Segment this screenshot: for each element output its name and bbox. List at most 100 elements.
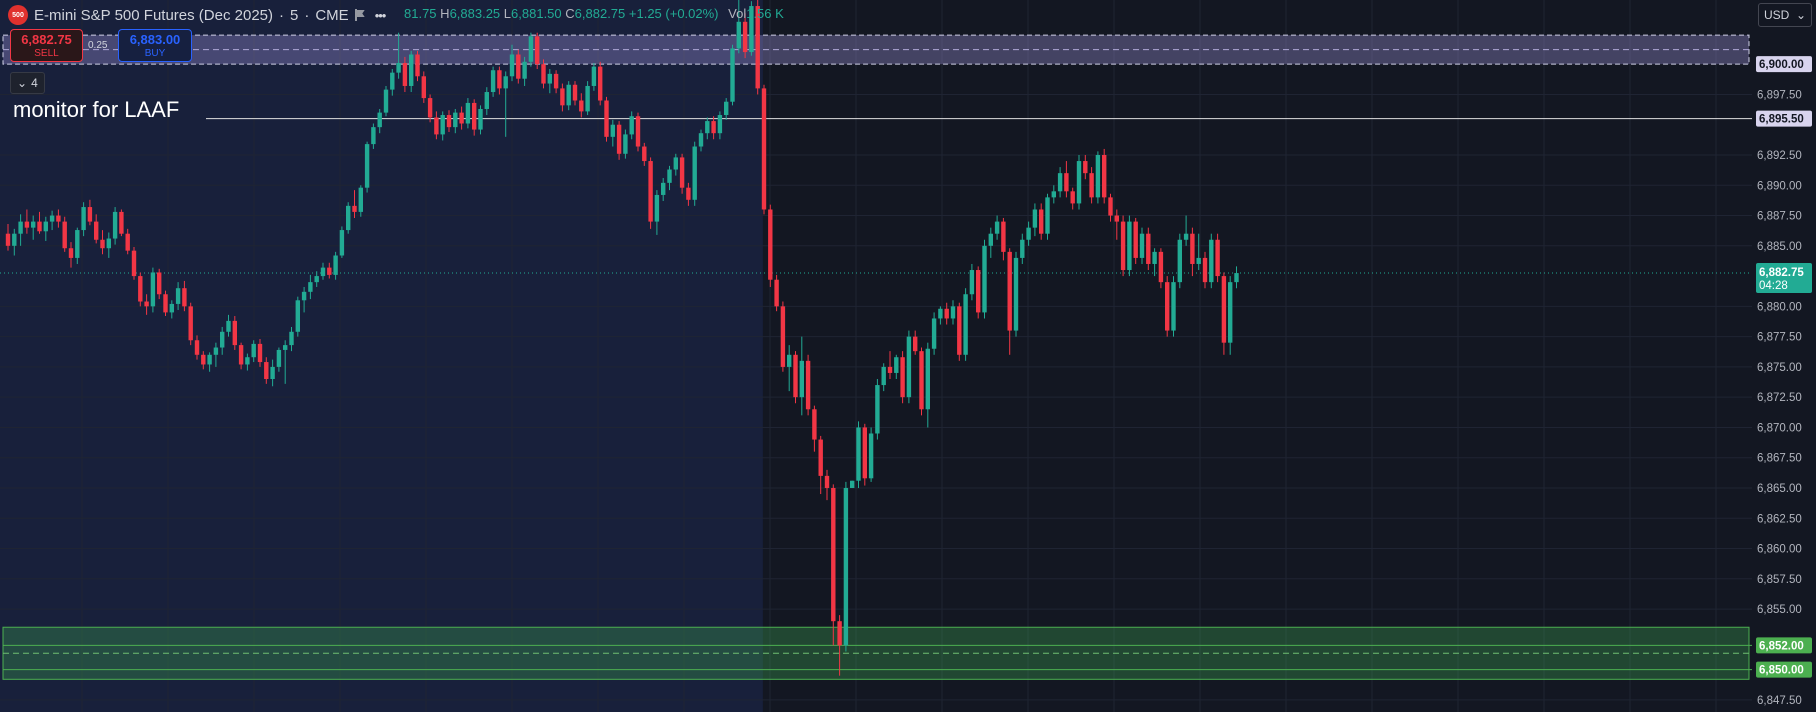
candle[interactable]	[623, 134, 628, 154]
candle[interactable]	[1083, 161, 1088, 174]
candle[interactable]	[56, 215, 61, 222]
candle[interactable]	[711, 121, 716, 134]
candle[interactable]	[283, 345, 288, 350]
candle[interactable]	[339, 230, 345, 256]
candle[interactable]	[1146, 233, 1151, 264]
candle[interactable]	[49, 215, 55, 222]
candle[interactable]	[1013, 257, 1019, 331]
candle[interactable]	[1171, 282, 1176, 331]
candle[interactable]	[755, 6, 760, 89]
candle[interactable]	[831, 487, 836, 622]
candle[interactable]	[289, 331, 294, 346]
candle[interactable]	[900, 357, 905, 398]
candle[interactable]	[62, 221, 67, 249]
candle[interactable]	[1057, 173, 1063, 192]
currency-selector[interactable]: USD ⌄	[1758, 3, 1812, 27]
symbol-title[interactable]: E-mini S&P 500 Futures (Dec 2025)	[34, 6, 273, 24]
candle[interactable]	[629, 116, 634, 135]
candle[interactable]	[409, 54, 414, 86]
candle[interactable]	[264, 362, 269, 380]
candle[interactable]	[793, 354, 798, 398]
candle[interactable]	[43, 221, 48, 232]
candle[interactable]	[31, 221, 36, 228]
candle[interactable]	[698, 133, 704, 147]
candle[interactable]	[427, 98, 433, 118]
candle[interactable]	[251, 343, 256, 358]
candle[interactable]	[610, 124, 615, 137]
candle[interactable]	[1032, 209, 1038, 228]
candle[interactable]	[1221, 276, 1227, 343]
candle[interactable]	[724, 101, 729, 116]
candle[interactable]	[761, 88, 767, 210]
candle[interactable]	[673, 157, 678, 170]
candle[interactable]	[226, 320, 231, 332]
candle[interactable]	[75, 230, 80, 258]
candle[interactable]	[150, 272, 156, 307]
candle[interactable]	[112, 211, 118, 239]
candle[interactable]	[308, 282, 313, 292]
candle[interactable]	[346, 205, 351, 231]
candle[interactable]	[1183, 233, 1189, 240]
candle[interactable]	[648, 161, 653, 222]
candle[interactable]	[1120, 221, 1126, 271]
buy-button[interactable]: 6,883.00 BUY	[118, 29, 192, 62]
candle[interactable]	[541, 64, 546, 84]
candle[interactable]	[604, 100, 609, 137]
candle[interactable]	[1133, 221, 1138, 258]
candle[interactable]	[163, 294, 168, 313]
candle[interactable]	[131, 250, 137, 277]
candle[interactable]	[1152, 251, 1157, 264]
candle[interactable]	[1234, 273, 1239, 283]
candle[interactable]	[1026, 227, 1031, 240]
candle[interactable]	[207, 354, 212, 365]
candle[interactable]	[686, 187, 691, 200]
candle[interactable]	[994, 221, 1000, 234]
candle[interactable]	[1020, 239, 1025, 258]
candle[interactable]	[957, 306, 962, 355]
candle[interactable]	[100, 239, 105, 249]
candle[interactable]	[314, 276, 319, 283]
candle[interactable]	[950, 306, 956, 319]
candle[interactable]	[220, 331, 225, 348]
candle[interactable]	[1007, 251, 1012, 331]
candle[interactable]	[579, 100, 584, 112]
candle[interactable]	[295, 300, 300, 332]
candle[interactable]	[119, 211, 124, 234]
candle[interactable]	[749, 6, 754, 53]
candle[interactable]	[730, 48, 735, 102]
candle[interactable]	[1108, 197, 1113, 216]
candle[interactable]	[1095, 154, 1101, 198]
candle[interactable]	[201, 354, 206, 365]
candle[interactable]	[963, 294, 968, 355]
candle[interactable]	[988, 233, 993, 246]
candle[interactable]	[787, 354, 792, 367]
candle[interactable]	[472, 102, 477, 130]
candle[interactable]	[194, 340, 200, 355]
candle[interactable]	[245, 357, 250, 365]
candle[interactable]	[333, 255, 338, 275]
candle[interactable]	[453, 112, 458, 128]
candle[interactable]	[1045, 197, 1050, 234]
interval-label[interactable]: 5	[290, 6, 299, 24]
candle[interactable]	[503, 76, 508, 89]
candle[interactable]	[1051, 191, 1056, 198]
candle[interactable]	[213, 347, 219, 355]
candle[interactable]	[887, 366, 893, 373]
candle[interactable]	[535, 36, 540, 65]
candle[interactable]	[465, 102, 471, 124]
candle[interactable]	[490, 70, 496, 93]
candle[interactable]	[667, 169, 672, 183]
candle[interactable]	[572, 84, 578, 101]
candle[interactable]	[440, 115, 445, 135]
candle[interactable]	[106, 238, 111, 249]
candle[interactable]	[1039, 209, 1044, 234]
candle[interactable]	[352, 205, 357, 212]
flag-icon[interactable]	[354, 9, 369, 21]
candle[interactable]	[24, 221, 30, 228]
candle[interactable]	[68, 248, 74, 258]
candle[interactable]	[780, 306, 786, 367]
candle[interactable]	[856, 427, 861, 481]
candle[interactable]	[383, 89, 389, 113]
candle[interactable]	[276, 349, 282, 367]
candle[interactable]	[913, 336, 918, 352]
